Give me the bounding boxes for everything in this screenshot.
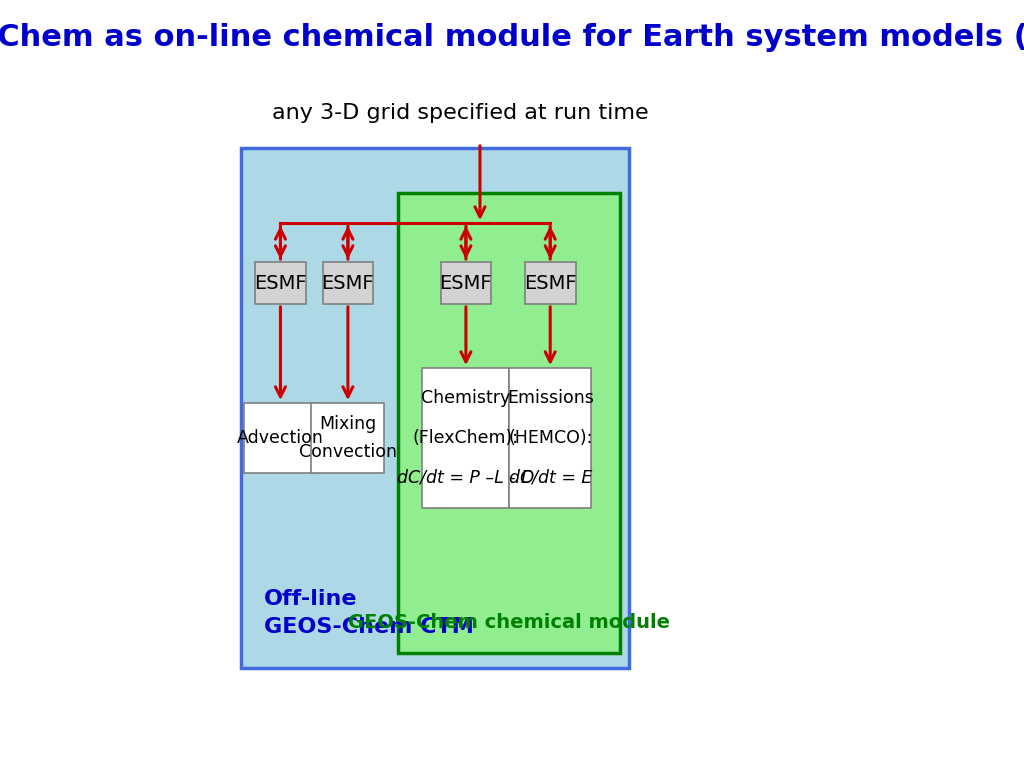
FancyBboxPatch shape xyxy=(255,262,306,304)
Text: (FlexChem):: (FlexChem): xyxy=(413,429,519,447)
FancyBboxPatch shape xyxy=(422,368,510,508)
FancyBboxPatch shape xyxy=(244,403,317,473)
Text: dC/dt = E: dC/dt = E xyxy=(509,469,592,487)
Text: Convection: Convection xyxy=(299,443,397,461)
Text: ESMF: ESMF xyxy=(254,273,307,293)
Text: any 3-D grid specified at run time: any 3-D grid specified at run time xyxy=(272,103,648,123)
Text: dC/dt = P –L - D: dC/dt = P –L - D xyxy=(397,469,535,487)
Text: ESMF: ESMF xyxy=(524,273,577,293)
FancyBboxPatch shape xyxy=(311,403,384,473)
Text: (HEMCO):: (HEMCO): xyxy=(508,429,593,447)
FancyBboxPatch shape xyxy=(241,148,629,668)
FancyBboxPatch shape xyxy=(323,262,373,304)
Text: Emissions: Emissions xyxy=(507,389,594,407)
Text: GEOS-Chem chemical module: GEOS-Chem chemical module xyxy=(348,614,670,633)
Text: ESMF: ESMF xyxy=(322,273,374,293)
Text: Off-line
GEOS-Chem CTM: Off-line GEOS-Chem CTM xyxy=(263,589,473,637)
Text: Mixing: Mixing xyxy=(319,415,377,433)
Text: Chemistry: Chemistry xyxy=(421,389,511,407)
FancyBboxPatch shape xyxy=(398,193,621,653)
FancyBboxPatch shape xyxy=(510,368,591,508)
FancyBboxPatch shape xyxy=(525,262,575,304)
Text: GEOS-Chem as on-line chemical module for Earth system models (ESMs): GEOS-Chem as on-line chemical module for… xyxy=(0,24,1024,52)
Text: ESMF: ESMF xyxy=(439,273,493,293)
FancyBboxPatch shape xyxy=(440,262,492,304)
Text: Advection: Advection xyxy=(237,429,324,447)
